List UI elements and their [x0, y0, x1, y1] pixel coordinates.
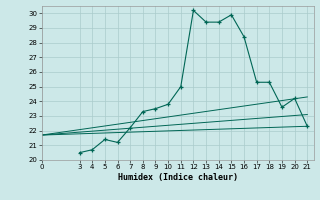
X-axis label: Humidex (Indice chaleur): Humidex (Indice chaleur) [118, 173, 237, 182]
